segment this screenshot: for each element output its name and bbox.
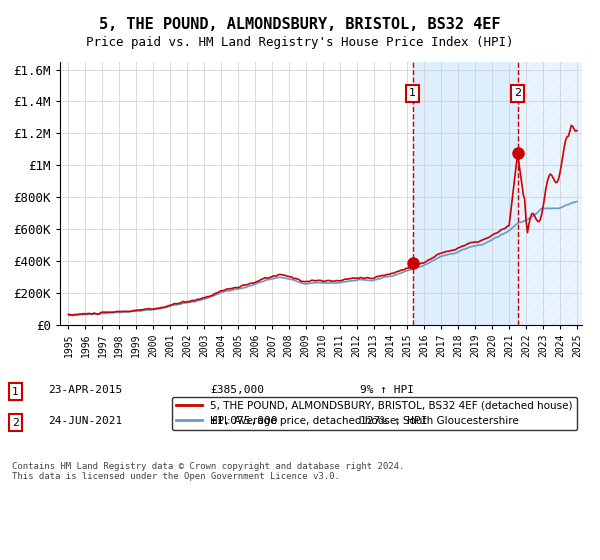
Bar xyxy=(413,62,518,325)
Text: 5, THE POUND, ALMONDSBURY, BRISTOL, BS32 4EF: 5, THE POUND, ALMONDSBURY, BRISTOL, BS32… xyxy=(99,17,501,32)
Text: Price paid vs. HM Land Registry's House Price Index (HPI): Price paid vs. HM Land Registry's House … xyxy=(86,36,514,49)
Text: 1: 1 xyxy=(12,387,19,397)
Legend: 5, THE POUND, ALMONDSBURY, BRISTOL, BS32 4EF (detached house), HPI: Average pric: 5, THE POUND, ALMONDSBURY, BRISTOL, BS32… xyxy=(172,396,577,430)
Text: 1: 1 xyxy=(409,88,416,98)
Text: 2: 2 xyxy=(12,418,19,428)
Text: 127% ↑ HPI: 127% ↑ HPI xyxy=(360,416,427,426)
Text: 9% ↑ HPI: 9% ↑ HPI xyxy=(360,385,414,395)
Bar xyxy=(518,62,582,325)
Text: Contains HM Land Registry data © Crown copyright and database right 2024.
This d: Contains HM Land Registry data © Crown c… xyxy=(12,462,404,482)
Text: 23-APR-2015: 23-APR-2015 xyxy=(48,385,122,395)
Text: 24-JUN-2021: 24-JUN-2021 xyxy=(48,416,122,426)
Text: £385,000: £385,000 xyxy=(210,385,264,395)
Text: 2: 2 xyxy=(514,88,521,98)
Text: £1,075,000: £1,075,000 xyxy=(210,416,277,426)
